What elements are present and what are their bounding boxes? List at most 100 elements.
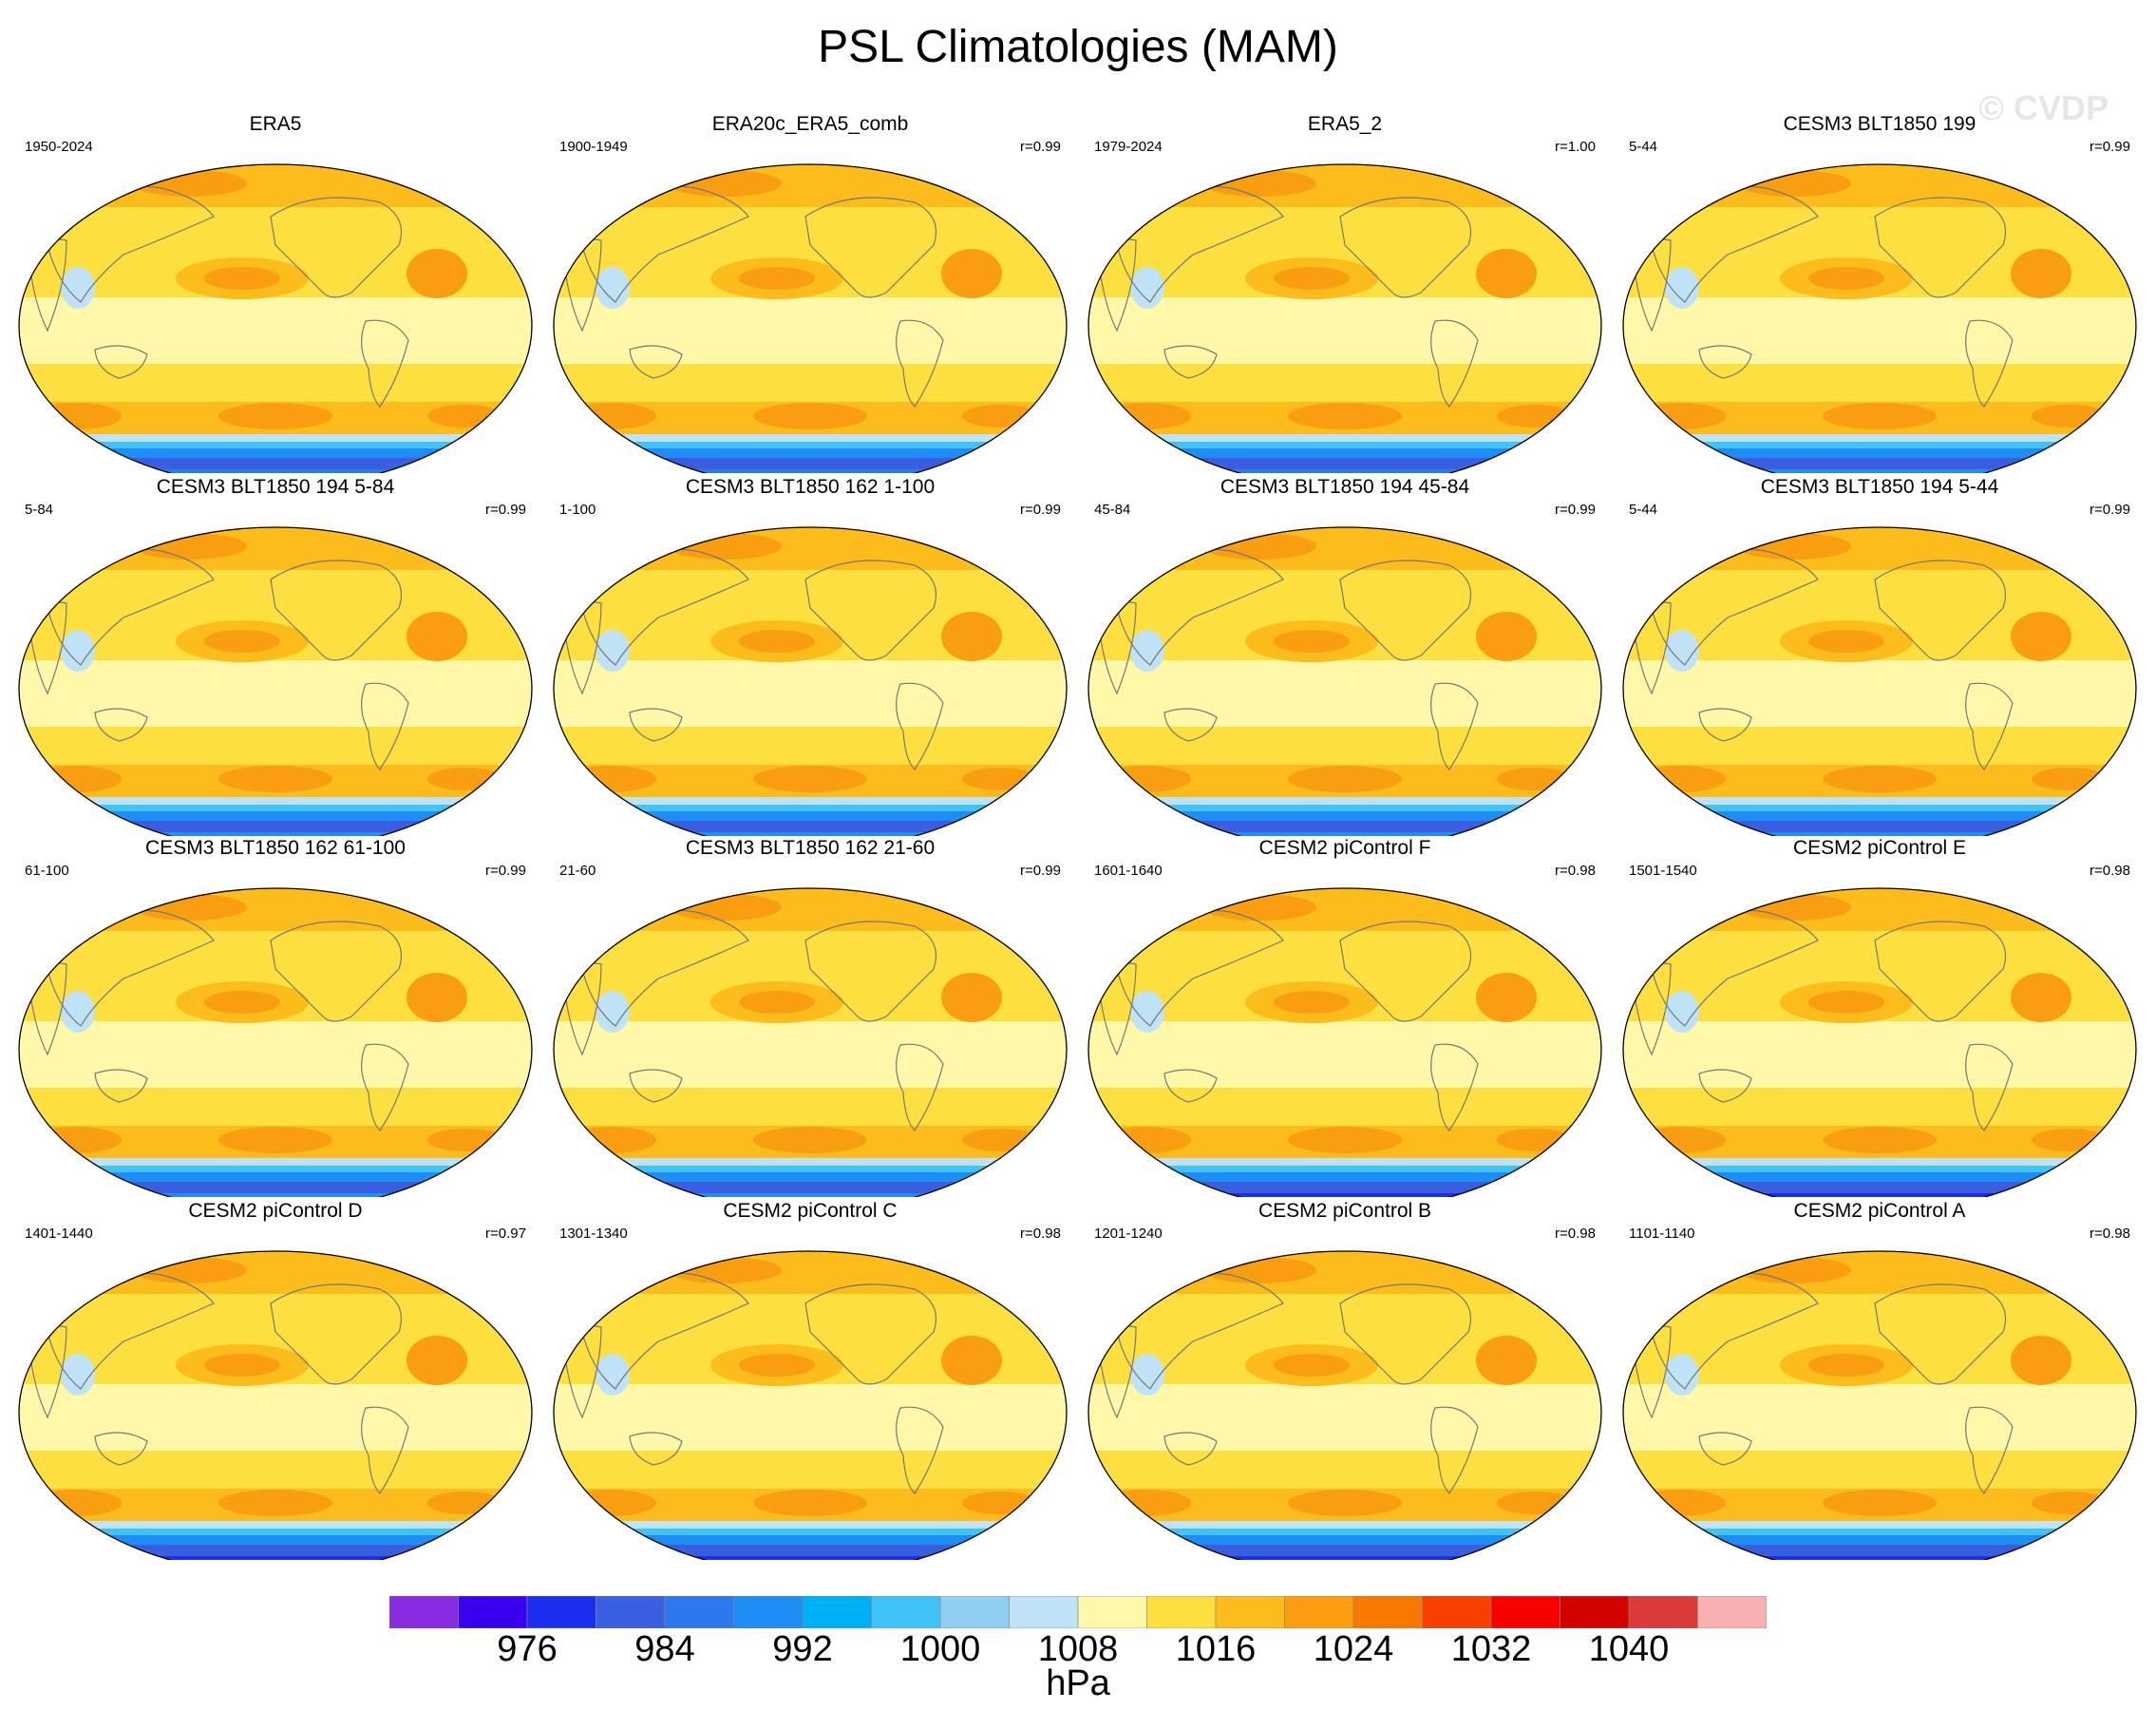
panel-correlation: r=0.99 — [2090, 502, 2130, 518]
colorbar-swatch — [802, 1596, 872, 1628]
colorbar-tick-label: 1024 — [1313, 1629, 1394, 1669]
psl-map — [553, 526, 1068, 836]
map-panel: CESM3 BLT1850 162 21-60 21-60 r=0.99 — [544, 836, 1076, 1197]
colorbar-swatch — [1490, 1596, 1560, 1628]
panel-years: 1601-1640 — [1094, 863, 1163, 879]
panel-correlation: r=0.98 — [2090, 863, 2130, 879]
panel-title: CESM3 BLT1850 162 21-60 — [685, 837, 936, 859]
colorbar-swatch — [1560, 1596, 1630, 1628]
panel-years: 1900-1949 — [559, 139, 628, 155]
panel-correlation: r=0.98 — [1555, 1226, 1596, 1242]
colorbar-swatch — [1215, 1596, 1285, 1628]
psl-map — [1622, 526, 2137, 836]
panel-correlation: r=1.00 — [1555, 139, 1596, 155]
panel-years: 5-84 — [25, 502, 54, 518]
panel-title: ERA5 — [249, 113, 302, 135]
colorbar-tick-label: 1008 — [1037, 1629, 1119, 1669]
psl-map — [1622, 1250, 2137, 1560]
colorbar-tick-label: 1016 — [1175, 1629, 1257, 1669]
panel-correlation: r=0.99 — [485, 502, 526, 518]
psl-map — [18, 887, 533, 1197]
panel-correlation: r=0.99 — [1020, 139, 1061, 155]
panel-correlation: r=0.99 — [1020, 863, 1061, 879]
panel-title: CESM2 piControl E — [1792, 837, 1967, 859]
panel-correlation: r=0.98 — [1555, 863, 1596, 879]
panel-title: CESM2 piControl B — [1258, 1200, 1432, 1222]
colorbar-swatch — [1697, 1596, 1767, 1628]
panel-correlation: r=0.99 — [1020, 502, 1061, 518]
map-panel: CESM2 piControl C 1301-1340 r=0.98 — [544, 1199, 1076, 1560]
panel-years: 1501-1540 — [1629, 863, 1697, 879]
colorbar-swatch — [458, 1596, 528, 1628]
colorbar-units: hPa — [1046, 1663, 1110, 1703]
colorbar-swatch — [1352, 1596, 1423, 1628]
map-panel: CESM3 BLT1850 162 1-100 1-100 r=0.99 — [544, 475, 1076, 836]
psl-map — [1087, 163, 1602, 473]
colorbar-tick-label: 992 — [772, 1629, 833, 1669]
colorbar-tick-labels: 976 984 992 1000 1008 1016 1024 1032 1040 — [0, 1628, 2156, 1670]
psl-map — [1087, 887, 1602, 1197]
colorbar-tick-label: 1032 — [1450, 1629, 1532, 1669]
panel-correlation: r=0.99 — [2090, 139, 2130, 155]
panel-correlation: r=0.99 — [1555, 502, 1596, 518]
psl-map — [1622, 887, 2137, 1197]
panel-title: ERA5_2 — [1307, 113, 1383, 135]
psl-map — [553, 1250, 1068, 1560]
psl-map — [18, 1250, 533, 1560]
map-panel: CESM3 BLT1850 194 5-44 5-44 r=0.99 — [1614, 475, 2146, 836]
map-panel: ERA20c_ERA5_comb 1900-1949 r=0.99 — [544, 112, 1076, 473]
map-panel: ERA5 1950-2024 — [9, 112, 541, 473]
psl-map — [18, 526, 533, 836]
psl-map — [553, 163, 1068, 473]
colorbar-tick-label: 1040 — [1588, 1629, 1670, 1669]
map-panel: CESM3 BLT1850 194 45-84 45-84 r=0.99 — [1079, 475, 1611, 836]
map-panel: CESM2 piControl B 1201-1240 r=0.98 — [1079, 1199, 1611, 1560]
panel-years: 1979-2024 — [1094, 139, 1163, 155]
panel-years: 1301-1340 — [559, 1226, 628, 1242]
panel-years: 1401-1440 — [25, 1226, 93, 1242]
panel-title: CESM3 BLT1850 162 61-100 — [145, 837, 406, 859]
colorbar-swatch — [389, 1596, 459, 1628]
panel-title: CESM3 BLT1850 199 — [1783, 113, 1976, 135]
colorbar-swatch — [596, 1596, 666, 1628]
colorbar-swatch — [1077, 1596, 1147, 1628]
colorbar-tick-label: 1000 — [899, 1629, 981, 1669]
panel-years: 5-44 — [1629, 502, 1658, 518]
map-panel: ERA5_2 1979-2024 r=1.00 — [1079, 112, 1611, 473]
panel-years: 1-100 — [559, 502, 596, 518]
panel-years: 1101-1140 — [1629, 1226, 1695, 1242]
colorbar-swatch — [1284, 1596, 1354, 1628]
panel-correlation: r=0.97 — [485, 1226, 526, 1242]
panel-title: CESM2 piControl D — [188, 1200, 363, 1222]
psl-map — [1622, 163, 2137, 473]
panel-title: CESM2 piControl C — [723, 1200, 898, 1222]
figure-title: PSL Climatologies (MAM) — [818, 22, 1338, 72]
map-panel: CESM3 BLT1850 199 5-44 r=0.99 — [1614, 112, 2146, 473]
psl-map — [1087, 1250, 1602, 1560]
colorbar — [389, 1596, 1767, 1628]
panel-title: CESM3 BLT1850 194 5-84 — [156, 476, 395, 498]
panel-title: CESM2 piControl A — [1793, 1200, 1966, 1222]
map-panel: CESM2 piControl F 1601-1640 r=0.98 — [1079, 836, 1611, 1197]
colorbar-swatch — [871, 1596, 941, 1628]
colorbar-swatch — [1628, 1596, 1698, 1628]
panel-years: 5-44 — [1629, 139, 1658, 155]
panel-years: 21-60 — [559, 863, 596, 879]
panel-years: 1201-1240 — [1094, 1226, 1163, 1242]
colorbar-tick-label: 984 — [634, 1629, 695, 1669]
psl-map — [18, 163, 533, 473]
colorbar-swatch — [1009, 1596, 1079, 1628]
panel-correlation: r=0.98 — [2090, 1226, 2130, 1242]
panel-correlation: r=0.98 — [1020, 1226, 1061, 1242]
map-panel: CESM3 BLT1850 162 61-100 61-100 r=0.99 — [9, 836, 541, 1197]
cvdp-watermark: © CVDP — [1978, 88, 2109, 127]
panel-years: 1950-2024 — [25, 139, 93, 155]
map-panel: CESM2 piControl E 1501-1540 r=0.98 — [1614, 836, 2146, 1197]
panel-years: 45-84 — [1094, 502, 1131, 518]
colorbar-swatch — [939, 1596, 1010, 1628]
map-panel: CESM2 piControl D 1401-1440 r=0.97 — [9, 1199, 541, 1560]
colorbar-swatch — [664, 1596, 734, 1628]
colorbar-swatch — [526, 1596, 596, 1628]
panel-correlation: r=0.99 — [485, 863, 526, 879]
colorbar-swatch — [733, 1596, 804, 1628]
